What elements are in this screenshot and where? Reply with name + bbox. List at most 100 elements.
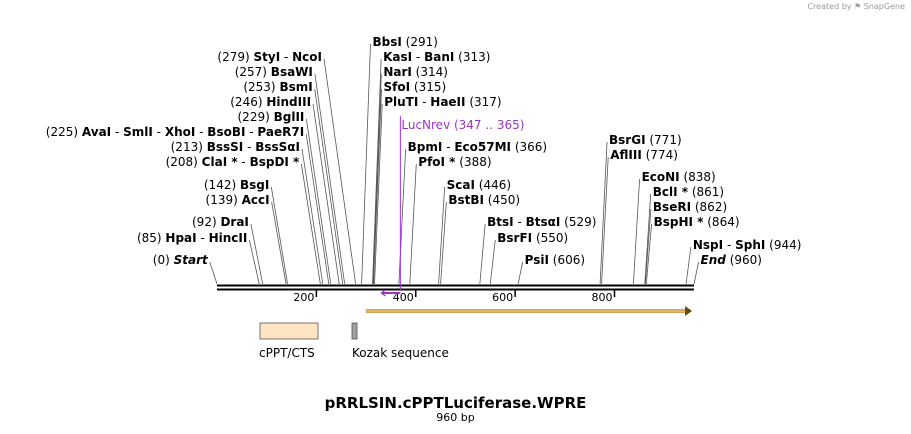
site-leader-line	[644, 193, 652, 285]
enzyme-name: HincII	[209, 231, 248, 245]
enzyme-name: End	[701, 253, 727, 267]
site-label-styi: (279) StyI - NcoI	[217, 50, 322, 64]
enzyme-name: BsgI	[240, 178, 269, 192]
enzyme-name: EcoNI	[642, 170, 680, 184]
site-label-bsgi: (142) BsgI	[204, 178, 269, 192]
site-separator: -	[111, 125, 123, 139]
enzyme-name: BseRI	[653, 200, 691, 214]
site-position: (944)	[765, 238, 801, 252]
site-position: (838)	[680, 170, 716, 184]
site-position: (279)	[217, 50, 253, 64]
site-position: (606)	[549, 253, 585, 267]
site-position: (388)	[455, 155, 491, 169]
site-label-clai: (208) ClaI * - BspDI *	[166, 155, 300, 169]
site-position: (315)	[410, 80, 446, 94]
site-label-bsphi: BspHI * (864)	[654, 215, 740, 229]
site-leader-line	[270, 186, 288, 285]
site-leader-line	[632, 178, 640, 285]
site-position: (314)	[412, 65, 448, 79]
site-separator: -	[243, 140, 255, 154]
enzyme-name: ClaI *	[202, 155, 239, 169]
primer-arrowhead	[380, 289, 386, 297]
enzyme-name: HindIII	[266, 95, 311, 109]
enzyme-name: BsrGI	[609, 133, 646, 147]
enzyme-name: HpaI	[165, 231, 196, 245]
site-position: (529)	[560, 215, 596, 229]
enzyme-name: BsrFI	[497, 231, 532, 245]
enzyme-name: BpmI	[408, 140, 443, 154]
site-separator: -	[412, 50, 424, 64]
site-label-bstbi: BstBI (450)	[448, 193, 520, 207]
site-label-hpai: (85) HpaI - HincII	[137, 231, 247, 245]
site-label-bseri: BseRI (862)	[653, 200, 727, 214]
site-leader-line	[209, 261, 218, 285]
site-label-start: (0) Start	[153, 253, 209, 267]
site-position: (92)	[192, 215, 220, 229]
site-label-psii: PsiI (606)	[525, 253, 585, 267]
site-position: (0)	[153, 253, 174, 267]
enzyme-name: BtsαI	[526, 215, 561, 229]
axis-tick-label: 800	[592, 291, 613, 304]
site-leader-line	[685, 246, 692, 285]
site-leader-line	[312, 103, 340, 285]
enzyme-name: BsoBI	[207, 125, 245, 139]
site-label-nspi: NspI - SphI (944)	[693, 238, 802, 252]
site-label-bcli: BclI * (861)	[653, 185, 724, 199]
feature-cppt-label: cPPT/CTS	[259, 346, 315, 360]
site-label-bbsi: BbsI (291)	[372, 35, 437, 49]
enzyme-name: SphI	[735, 238, 765, 252]
enzyme-name: BanI	[424, 50, 454, 64]
enzyme-name: BspDI *	[250, 155, 300, 169]
site-leader-line	[250, 223, 264, 285]
site-leader-line	[323, 58, 357, 285]
site-position: (246)	[230, 95, 266, 109]
site-position: (450)	[484, 193, 520, 207]
enzyme-name: SfoI	[384, 80, 411, 94]
site-position: (208)	[166, 155, 202, 169]
site-position: (864)	[703, 215, 739, 229]
site-leader-line	[301, 148, 324, 285]
site-label-end: End (960)	[701, 253, 762, 267]
enzyme-name: HaeII	[430, 95, 465, 109]
enzyme-name: BstBI	[448, 193, 484, 207]
site-label-bsmi: (253) BsmI	[243, 80, 312, 94]
enzyme-name: BbsI	[372, 35, 401, 49]
axis-tick-label: 400	[393, 291, 414, 304]
orf-arrowhead	[685, 306, 693, 316]
site-leader-line	[372, 58, 382, 285]
site-position: (862)	[691, 200, 727, 214]
site-leader-line	[314, 88, 344, 285]
enzyme-name: BsmI	[279, 80, 312, 94]
site-leader-line	[305, 133, 330, 285]
enzyme-name: StyI	[254, 50, 281, 64]
site-leader-line	[440, 201, 447, 285]
site-leader-line	[361, 43, 371, 285]
site-position: (291)	[402, 35, 438, 49]
enzyme-name: NspI	[693, 238, 723, 252]
site-position: (861)	[688, 185, 724, 199]
site-position: (366)	[511, 140, 547, 154]
site-label-bsrgi: BsrGI (771)	[609, 133, 682, 147]
site-leader-line	[599, 141, 608, 285]
enzyme-name: BtsI	[487, 215, 513, 229]
site-label-nari: NarI (314)	[383, 65, 448, 79]
site-label-bpmi: BpmI - Eco57MI (366)	[408, 140, 547, 154]
site-leader-line	[248, 239, 260, 285]
enzyme-name: BssSαI	[255, 140, 300, 154]
enzyme-name: NcoI	[292, 50, 322, 64]
enzyme-name: PsiI	[525, 253, 549, 267]
site-separator: -	[442, 140, 454, 154]
site-separator: -	[197, 231, 209, 245]
site-position: (771)	[646, 133, 682, 147]
site-label-pluti: PluTI - HaeII (317)	[384, 95, 501, 109]
snapgene-credit: Created by ⚑ SnapGene	[807, 2, 905, 11]
site-position: (446)	[475, 178, 511, 192]
site-label-btsi: BtsI - BtsαI (529)	[487, 215, 596, 229]
enzyme-name: PfoI *	[418, 155, 456, 169]
site-leader-line	[693, 261, 699, 285]
enzyme-name: BsaWI	[271, 65, 313, 79]
site-position: (213)	[171, 140, 207, 154]
site-leader-line	[314, 73, 346, 285]
feature-kozak-label: Kozak sequence	[352, 346, 449, 360]
